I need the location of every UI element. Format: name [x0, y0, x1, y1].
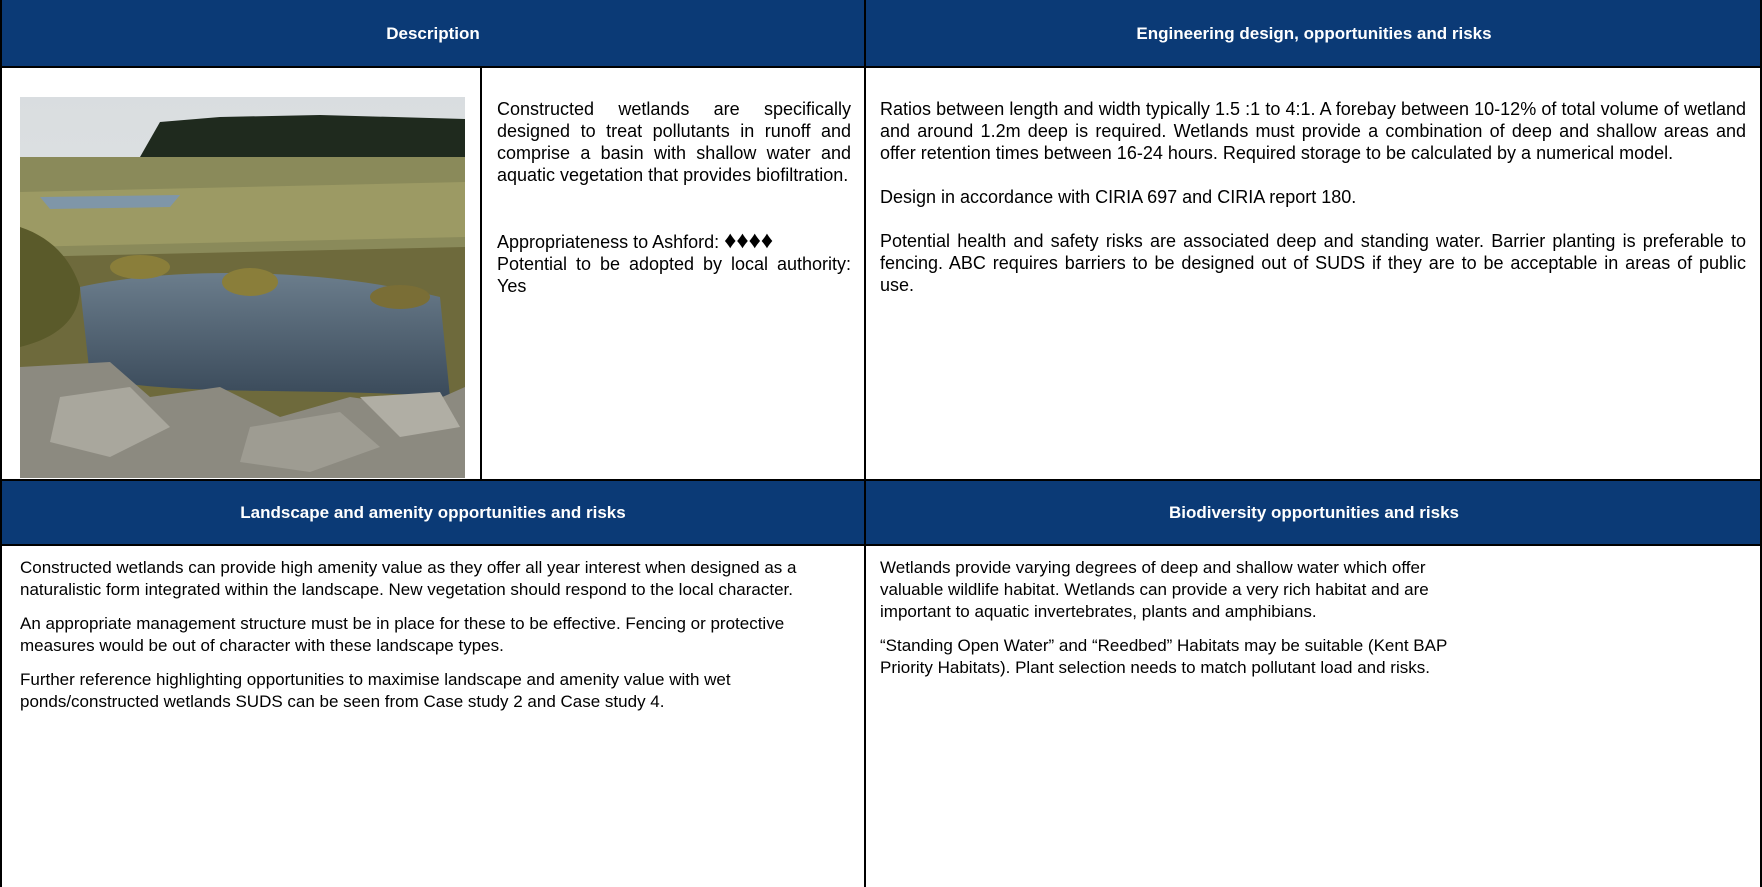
border [480, 67, 482, 481]
paragraph: Constructed wetlands can provide high am… [20, 558, 797, 599]
landscape-text: Constructed wetlands can provide high am… [20, 557, 820, 725]
paragraph: Ratios between length and width typicall… [880, 99, 1746, 163]
paragraph: Constructed wetlands are specifically de… [497, 99, 851, 185]
header-text: Biodiversity opportunities and risks [1168, 503, 1459, 522]
header-text: Engineering design, opportunities and ri… [1136, 23, 1492, 43]
header-cell: Description [2, 0, 864, 67]
description-text: Constructed wetlands are specifically de… [497, 98, 851, 297]
paragraph: An appropriate management structure must… [20, 614, 785, 655]
adoption: Potential to be adopted by local authori… [497, 254, 851, 296]
header-text: Landscape and amenity opportunities and … [240, 503, 626, 522]
header-cell: Landscape and amenity opportunities and … [2, 481, 864, 545]
paragraph: Wetlands provide varying degrees of deep… [880, 558, 1429, 621]
paragraph: “Standing Open Water” and “Reedbed” Habi… [880, 636, 1447, 677]
paragraph: Further reference highlighting opportuni… [20, 670, 731, 711]
paragraph: Potential health and safety risks are as… [880, 231, 1746, 295]
rating: ♦♦♦♦ [724, 227, 774, 254]
border [0, 0, 2, 887]
border [0, 544, 1762, 546]
border [0, 66, 1762, 68]
header-text: Description [386, 23, 480, 43]
header-cell: Engineering design, opportunities and ri… [866, 0, 1762, 67]
wetland-photo [20, 97, 465, 478]
header-cell: Biodiversity opportunities and risks [866, 481, 1762, 545]
biodiversity-text: Wetlands provide varying degrees of deep… [880, 557, 1490, 691]
label: Appropriateness to Ashford: [497, 232, 720, 252]
border [864, 0, 866, 887]
paragraph: Design in accordance with CIRIA 697 and … [880, 187, 1357, 207]
engineering-text: Ratios between length and width typicall… [880, 98, 1746, 318]
border [1760, 0, 1762, 887]
border [0, 479, 1762, 481]
